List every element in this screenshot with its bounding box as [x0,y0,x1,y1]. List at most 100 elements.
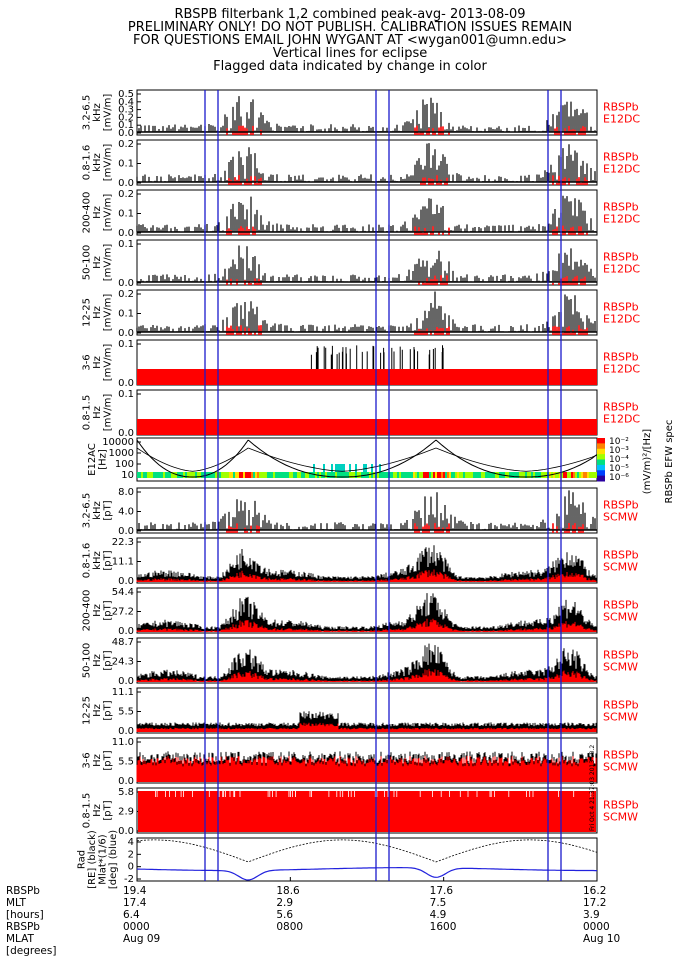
spectrogram-cell [139,472,142,478]
spectrogram-cell [465,472,468,478]
spectrogram-cell [415,472,418,478]
y-tick-label: 10000 [102,437,134,448]
spectrogram-cell [575,472,578,478]
y-axis-label: 0.8-1.5 [82,395,93,430]
spectrogram-cell [443,472,446,478]
y-tick-label: 0.1 [118,309,134,320]
y-axis-label: Hz [92,754,103,767]
instrument-label: E12DC [603,413,640,426]
data-trace [136,593,597,631]
spectrogram-cell [147,472,150,478]
spectrogram-cell [373,472,376,478]
panel-frame [136,189,598,236]
ephemeris-row-label: RBSPb [6,921,40,933]
spectrogram-cell [435,472,438,478]
y-tick-label: 1000 [109,448,134,459]
spectrogram-cell [441,472,444,478]
y-tick-label: 0.2 [118,139,134,150]
y-axis-label: kHz [92,153,103,172]
spectrogram-cell [571,472,574,478]
spectrogram-cell [561,472,564,478]
instrument-label: SCMW [603,661,638,674]
ephemeris-value: 19.4 [123,885,147,897]
spectrogram-cell [427,472,430,478]
ephemeris-row-label: [degrees] [6,945,57,957]
ephemeris-value: 16.2 [583,885,607,897]
spectrogram-cell [509,472,512,478]
spectrogram-cell [301,472,304,478]
spectrogram-cell [545,472,548,478]
spectrogram-cell [583,472,586,478]
instrument-label: SCMW [603,611,638,624]
data-trace [136,195,596,232]
y-tick-label: 11.1 [112,687,134,698]
spectrogram-cell [279,472,282,478]
y-tick-label: 0.4 [118,97,134,108]
y-axis-label: Hz [92,206,103,219]
spectrogram-cell [595,472,598,478]
spectrogram-cell [335,464,337,472]
y-axis-label: [mV/m] [103,294,114,332]
y-axis-label: [pT] [103,650,114,670]
spectrogram-cell [381,472,384,478]
y-tick-label: 0.0 [118,428,134,439]
y-axis-label: 3.2-6.5 [82,493,93,528]
data-trace [136,711,597,732]
spectrogram-cell [543,472,546,478]
spectrogram-cell [351,472,354,478]
spectrogram-cell [425,472,428,478]
spectrogram-cell [357,472,360,478]
spectrogram-cell [523,472,526,478]
colorbar-label: (mV/m)²/[Hz] [642,429,653,495]
spectrogram-cell [235,472,238,478]
y-axis-label: 0.8-1.6 [82,543,93,578]
ephemeris-value: 17.4 [123,897,147,909]
spectrogram-cell [555,472,558,478]
spectrogram-cell [505,472,508,478]
y-tick-label: 0.0 [118,626,134,637]
instrument-label: RBSPb [603,401,639,414]
spectrogram-cell [225,472,228,478]
spectrogram-cell [325,472,328,478]
y-axis-label: [RE] (black) [87,830,98,889]
spectrogram-cell [293,472,296,478]
flagged-trace [228,175,588,185]
panel-frame [136,239,598,286]
spectrogram-cell [403,472,406,478]
ephemeris-value: 4.9 [429,909,447,921]
spectrogram-cell [255,472,258,478]
spectrogram-cell [515,472,518,478]
y-axis-label: 200-400 [82,192,93,234]
spectrogram-cell [569,472,572,478]
spectrogram-cell [151,472,154,478]
y-tick-label: -2 [124,874,134,885]
spectrogram-cell [355,464,357,472]
panel-frame [136,687,598,734]
spectrogram-cell [581,472,584,478]
spectrogram-cell [323,464,325,472]
y-tick-label: 100 [115,459,134,470]
spectrogram-cell [193,472,196,478]
y-axis-label: Hz [92,604,103,617]
spectrogram-cell [577,472,580,478]
instrument-label: E12DC [603,313,640,326]
data-trace [136,643,597,681]
spectrogram-cell [449,472,452,478]
panel-frame [136,787,598,834]
mlat-trace [137,867,597,881]
y-axis-label: [pT] [103,500,114,520]
spectrogram-cell [567,472,570,478]
ephemeris-value: 0000 [123,921,150,933]
x-axis-date: Aug 09 [123,933,161,945]
flagged-trace [136,618,597,632]
spectrogram-cell [565,472,568,478]
spectrogram-cell [159,472,162,478]
spectrogram-cell [185,472,188,478]
y-axis-label: Rad [76,850,87,869]
spectrogram-cell [559,472,562,478]
spectrogram-cell [277,472,280,478]
spectrogram-cell [469,472,472,478]
y-tick-label: 5.5 [118,757,134,768]
